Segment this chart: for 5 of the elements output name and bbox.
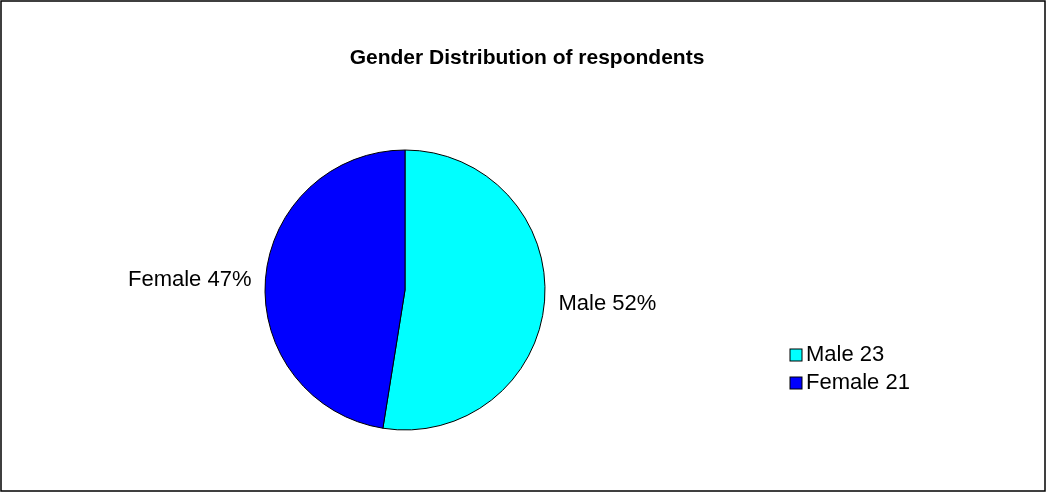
data-label: Female 47% xyxy=(127,265,252,291)
data-label: Male 52% xyxy=(558,290,657,316)
legend-label: Female 21 xyxy=(806,369,910,394)
legend-label: Male 23 xyxy=(806,341,885,366)
chart-title: Gender Distribution of respondents xyxy=(349,45,705,68)
